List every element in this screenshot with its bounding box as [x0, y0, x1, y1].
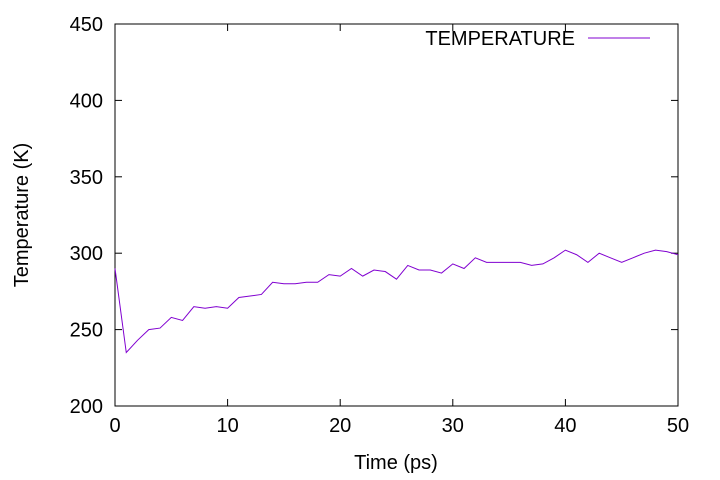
- y-axis-label: Temperature (K): [11, 143, 33, 288]
- x-axis-label: Time (ps): [354, 452, 438, 474]
- y-tick-label: 400: [70, 90, 103, 112]
- y-tick-label: 250: [70, 320, 103, 342]
- y-tick-label: 350: [70, 167, 103, 189]
- plot-frame: [114, 23, 679, 407]
- series-layer: [114, 249, 679, 354]
- legend: TEMPERATURE: [425, 28, 650, 50]
- y-tick-label: 200: [70, 396, 103, 418]
- y-tick-label: 300: [70, 243, 103, 265]
- axis-tick-labels: 0 10 20 30 40 50 200 250 300 350 400 450: [70, 14, 690, 437]
- x-tick-label: 10: [216, 415, 238, 437]
- x-tick-label: 40: [554, 415, 576, 437]
- y-tick-label: 450: [70, 14, 103, 36]
- axis-ticks: [114, 23, 679, 407]
- x-tick-label: 30: [442, 415, 464, 437]
- temperature-series-line: [114, 249, 679, 354]
- x-tick-label: 20: [329, 415, 351, 437]
- x-tick-label: 0: [109, 415, 120, 437]
- legend-label: TEMPERATURE: [425, 28, 575, 50]
- x-tick-label: 50: [667, 415, 689, 437]
